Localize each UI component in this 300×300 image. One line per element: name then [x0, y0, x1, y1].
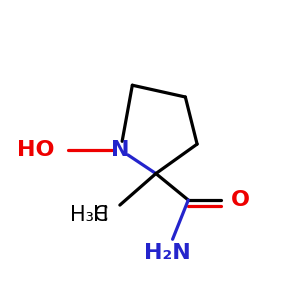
- Text: O: O: [231, 190, 250, 210]
- Text: H₂N: H₂N: [144, 243, 191, 263]
- Text: HO: HO: [17, 140, 54, 160]
- Text: H₃C: H₃C: [70, 205, 109, 225]
- Text: H: H: [93, 205, 109, 225]
- Text: N: N: [111, 140, 130, 160]
